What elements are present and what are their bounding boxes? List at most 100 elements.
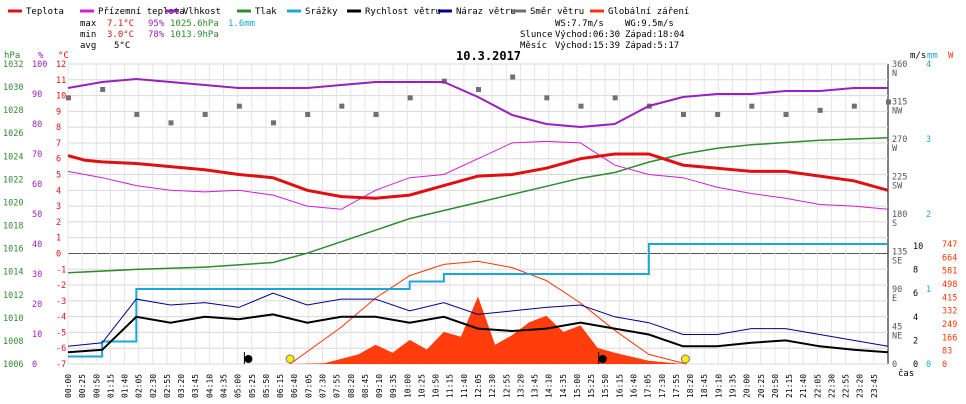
c-tick: 9 (56, 107, 61, 117)
x-tick-label: 03:45 (191, 374, 200, 398)
x-tick-label: 22:05 (813, 374, 822, 398)
w-tick: 498 (942, 280, 957, 290)
x-tick-label: 14:35 (559, 374, 568, 398)
wind-direction-point (476, 87, 481, 92)
dir-name-tick: W (892, 144, 898, 154)
x-tick-label: 07:30 (318, 374, 327, 398)
w-tick: 166 (942, 333, 957, 343)
x-tick-label: 17:30 (658, 374, 667, 398)
x-tick-label: 05:00 (234, 374, 243, 398)
w-tick: 332 (942, 307, 957, 317)
x-tick-label: 05:25 (248, 374, 257, 398)
x-ticks: 00:00 00:25 00:50 01:15 01:40 02:05 02:30 02:55… (64, 374, 879, 398)
sun-rise: Východ:06:30 (555, 30, 620, 40)
pct-tick: 80 (32, 120, 42, 130)
pct-tick: 60 (32, 180, 42, 190)
dir-deg-tick: 0 (892, 360, 897, 370)
wind-direction-point (168, 120, 174, 126)
x-tick-label: 02:30 (149, 374, 158, 398)
c-tick: -2 (56, 281, 66, 291)
dir-name-tick: S (892, 219, 897, 229)
dir-deg-tick: 180 (892, 210, 907, 220)
x-tick-label: 17:55 (672, 374, 681, 398)
wind-direction-point (681, 112, 686, 117)
legend-label: Srážky (305, 7, 338, 17)
w-axis-title: W (948, 51, 954, 61)
stats-min-temp: 3.0°C (107, 30, 134, 40)
x-tick-label: 20:50 (771, 374, 780, 398)
wind-direction-point (544, 95, 550, 101)
ground-temp-line (67, 140, 889, 210)
c-tick: 0 (56, 249, 61, 259)
w-tick: 747 (942, 240, 957, 250)
x-tick-label: 22:30 (827, 374, 836, 398)
hpa-tick: 1006 (3, 360, 23, 370)
x-tick-label: 12:05 (474, 374, 483, 398)
x-tick-label: 23:20 (856, 374, 865, 398)
pct-tick: 30 (32, 270, 42, 280)
w-tick: 249 (942, 320, 957, 330)
sun-label: Slunce (520, 30, 553, 40)
x-tick-label: 13:45 (531, 374, 540, 398)
moon-marker (598, 355, 607, 363)
moon-rise: Východ:15:39 (555, 41, 620, 51)
x-tick-label: 08:45 (361, 374, 370, 398)
pct-tick: 50 (32, 210, 42, 220)
wind-direction-point (271, 120, 276, 126)
wind-speed-line (67, 313, 889, 354)
wind-direction-point (715, 112, 721, 117)
x-tick-label: 07:05 (304, 374, 313, 398)
wind-gust-line (67, 292, 889, 347)
x-tick-label: 19:10 (714, 374, 723, 398)
c-tick: 10 (56, 92, 66, 102)
dir-name-tick: NW (892, 107, 903, 117)
c-tick: 8 (56, 123, 61, 133)
radiation-area (290, 296, 683, 364)
wind-direction-point (373, 112, 379, 117)
w-tick: 664 (942, 253, 957, 263)
hpa-tick: 1020 (3, 198, 23, 208)
dir-name-tick: E (892, 294, 897, 304)
mm-tick: 0 (926, 360, 931, 370)
stats-block: max 7.1°C 95% 1025.6hPa 1.6mm min 3.0°C … (80, 19, 255, 51)
ms-tick: 8 (913, 266, 918, 276)
x-tick-label: 18:45 (700, 374, 709, 398)
pct-tick: 10 (32, 330, 42, 340)
hpa-tick: 1024 (3, 152, 23, 162)
stats-min-hum: 78% (148, 30, 165, 40)
x-tick-label: 10:00 (403, 374, 412, 398)
c-tick: -4 (56, 313, 66, 323)
ms-tick: 2 (913, 336, 918, 346)
dir-deg-tick: 360 (892, 60, 907, 70)
x-tick-label: 22:55 (842, 374, 851, 398)
w-tick: 0 (942, 360, 947, 370)
w-tick: 83 (942, 347, 952, 357)
c-tick: -5 (56, 328, 66, 338)
dir-deg-tick: 315 (892, 98, 907, 108)
pct-tick: 20 (32, 300, 42, 310)
c-tick: 3 (56, 202, 61, 212)
pct-tick: 0 (32, 360, 37, 370)
c-tick: -3 (56, 297, 66, 307)
c-tick: -6 (56, 344, 66, 354)
wind-direction-point (749, 103, 755, 109)
legend-label: Náraz větru (456, 7, 516, 17)
x-tick-label: 18:20 (686, 374, 695, 398)
wind-direction-point (66, 95, 71, 101)
wind-direction-point (236, 103, 242, 109)
x-tick-label: 21:40 (799, 374, 808, 398)
w-tick: 415 (942, 293, 957, 303)
c-tick: 5 (56, 171, 61, 181)
ms-tick: 0 (913, 360, 918, 370)
x-tick-label: 06:40 (290, 374, 299, 398)
dir-deg-tick: 90 (892, 285, 902, 295)
pct-tick: 40 (32, 240, 42, 250)
x-tick-label: 04:35 (220, 374, 229, 398)
pct-tick: 100 (32, 60, 47, 70)
dir-deg-tick: 135 (892, 248, 907, 258)
radiation-theoretical-line (289, 260, 687, 365)
x-tick-label: 10:25 (417, 374, 426, 398)
hpa-tick: 1012 (3, 291, 23, 301)
